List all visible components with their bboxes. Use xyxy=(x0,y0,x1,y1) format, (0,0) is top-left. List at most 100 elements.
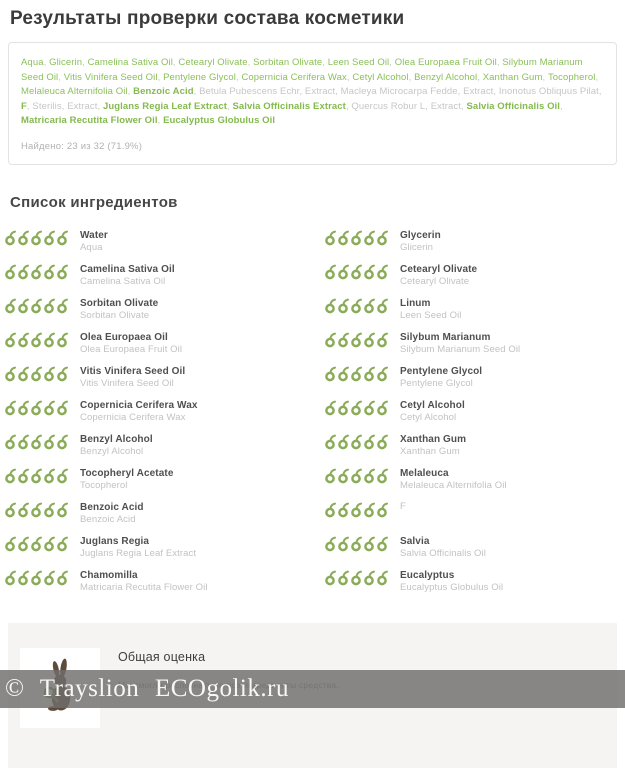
ingredient-name[interactable]: Xanthan Gum xyxy=(400,433,617,446)
olive-rating-icon xyxy=(337,400,350,416)
ingredient-latin-name: Aqua xyxy=(80,242,324,254)
ingredient-chip[interactable]: Juglans Regia Leaf Extract xyxy=(103,101,227,112)
ingredient-name[interactable]: Chamomilla xyxy=(80,569,324,582)
ingredient-chip[interactable]: Eucalyptus Globulus Oil xyxy=(163,115,275,126)
ingredient-chip[interactable]: Matricaria Recutita Flower Oil xyxy=(21,115,158,126)
ingredient-chip: Extract xyxy=(431,101,461,112)
olive-rating-icon xyxy=(350,332,363,348)
olive-rating-icon xyxy=(43,400,56,416)
olive-rating-icon xyxy=(337,434,350,450)
ingredient-row: Copernicia Cerifera WaxCopernicia Cerife… xyxy=(4,399,324,424)
rating-icons xyxy=(4,569,80,586)
ingredient-chip[interactable]: Leen Seed Oil xyxy=(328,57,390,68)
ingredient-texts: Olea Europaea OilOlea Europaea Fruit Oil xyxy=(80,331,324,356)
ingredient-chip[interactable]: Melaleuca Alternifolia Oil xyxy=(21,86,128,97)
ingredient-chip: Extract xyxy=(67,101,97,112)
olive-rating-icon xyxy=(376,332,389,348)
ingredient-chip[interactable]: Vitis Vinifera Seed Oil xyxy=(64,72,158,83)
ingredient-name[interactable]: Water xyxy=(80,229,324,242)
ingredient-texts: SalviaSalvia Officinalis Oil xyxy=(400,535,617,560)
ingredient-name[interactable]: Camelina Sativa Oil xyxy=(80,263,324,276)
ingredient-row: Pentylene GlycolPentylene Glycol xyxy=(324,365,617,390)
olive-rating-icon xyxy=(56,502,69,518)
ingredient-name[interactable]: Benzyl Alcohol xyxy=(80,433,324,446)
ingredient-texts: Tocopheryl AcetateTocopherol xyxy=(80,467,324,492)
olive-rating-icon xyxy=(363,366,376,382)
ingredient-latin-name: Juglans Regia Leaf Extract xyxy=(80,548,324,560)
ingredient-latin-name: Silybum Marianum Seed Oil xyxy=(400,344,617,356)
olive-rating-icon xyxy=(337,332,350,348)
ingredient-chip: Extract xyxy=(463,86,493,97)
ingredient-name[interactable]: Benzoic Acid xyxy=(80,501,324,514)
olive-rating-icon xyxy=(4,468,17,484)
ingredient-name[interactable]: Glycerin xyxy=(400,229,617,242)
ingredient-chip[interactable]: Benzoic Acid xyxy=(133,86,194,97)
olive-rating-icon xyxy=(56,400,69,416)
olive-rating-icon xyxy=(17,264,30,280)
ingredient-latin-name: Vitis Vinifera Seed Oil xyxy=(80,378,324,390)
ingredient-latin-name: Eucalyptus Globulus Oil xyxy=(400,582,617,594)
rating-icons xyxy=(324,433,400,450)
rating-icons xyxy=(324,501,400,518)
ingredient-name[interactable]: Cetyl Alcohol xyxy=(400,399,617,412)
ingredient-chip[interactable]: Xanthan Gum xyxy=(483,72,543,83)
ingredient-name[interactable]: Melaleuca xyxy=(400,467,617,480)
olive-rating-icon xyxy=(17,230,30,246)
ingredient-chip[interactable]: Olea Europaea Fruit Oil xyxy=(395,57,497,68)
ingredient-name[interactable]: Copernicia Cerifera Wax xyxy=(80,399,324,412)
ingredient-chip[interactable]: Aqua xyxy=(21,57,44,68)
rating-icons xyxy=(324,331,400,348)
ingredients-column-right: GlycerinGlicerinCetearyl OlivateCetearyl… xyxy=(324,229,617,603)
ingredient-name[interactable]: Sorbitan Olivate xyxy=(80,297,324,310)
ingredient-name[interactable]: Salvia xyxy=(400,535,617,548)
ingredient-chip[interactable]: Copernicia Cerifera Wax xyxy=(241,72,346,83)
rating-icons xyxy=(4,501,80,518)
ingredient-chip[interactable]: Benzyl Alcohol xyxy=(414,72,477,83)
olive-rating-icon xyxy=(4,366,17,382)
ingredient-chip[interactable]: Cetyl Alcohol xyxy=(352,72,408,83)
olive-rating-icon xyxy=(363,468,376,484)
ingredient-texts: EucalyptusEucalyptus Globulus Oil xyxy=(400,569,617,594)
ingredient-name[interactable]: Tocopheryl Acetate xyxy=(80,467,324,480)
ingredient-row: Olea Europaea OilOlea Europaea Fruit Oil xyxy=(4,331,324,356)
rating-icons xyxy=(4,535,80,552)
ingredient-chip: Betula Pubescens Echr xyxy=(199,86,299,97)
ingredient-texts: Silybum MarianumSilybum Marianum Seed Oi… xyxy=(400,331,617,356)
ingredient-chip[interactable]: Salvia Officinalis Oil xyxy=(467,101,561,112)
olive-rating-icon xyxy=(376,468,389,484)
ingredient-chip[interactable]: Tocopherol xyxy=(548,72,595,83)
ingredient-row: F xyxy=(324,501,617,526)
ingredient-chip[interactable]: Camelina Sativa Oil xyxy=(88,57,173,68)
ingredient-name[interactable]: Linum xyxy=(400,297,617,310)
ingredient-name[interactable]: Cetearyl Olivate xyxy=(400,263,617,276)
ingredient-name[interactable]: Silybum Marianum xyxy=(400,331,617,344)
ingredient-chip[interactable]: Glicerin xyxy=(49,57,82,68)
olive-rating-icon xyxy=(337,366,350,382)
olive-rating-icon xyxy=(4,570,17,586)
ingredient-chip[interactable]: Pentylene Glycol xyxy=(163,72,236,83)
ingredient-chip[interactable]: Sorbitan Olivate xyxy=(253,57,322,68)
ingredient-name[interactable]: Vitis Vinifera Seed Oil xyxy=(80,365,324,378)
rating-icons xyxy=(4,399,80,416)
olive-rating-icon xyxy=(350,502,363,518)
ingredient-latin-name: Xanthan Gum xyxy=(400,446,617,458)
ingredient-chip[interactable]: Salvia Officinalis Extract xyxy=(232,101,345,112)
rating-icons xyxy=(4,263,80,280)
ingredient-name[interactable]: Eucalyptus xyxy=(400,569,617,582)
olive-rating-icon xyxy=(56,332,69,348)
ingredient-latin-name: Cetearyl Olivate xyxy=(400,276,617,288)
ingredient-name[interactable]: Pentylene Glycol xyxy=(400,365,617,378)
ingredient-row: Juglans RegiaJuglans Regia Leaf Extract xyxy=(4,535,324,560)
ingredient-name[interactable]: Juglans Regia xyxy=(80,535,324,548)
ingredient-name[interactable]: Olea Europaea Oil xyxy=(80,331,324,344)
ingredient-row: EucalyptusEucalyptus Globulus Oil xyxy=(324,569,617,594)
olive-rating-icon xyxy=(17,400,30,416)
ingredient-row: SalviaSalvia Officinalis Oil xyxy=(324,535,617,560)
olive-rating-icon xyxy=(43,264,56,280)
ingredient-chip[interactable]: Cetearyl Olivate xyxy=(178,57,247,68)
olive-rating-icon xyxy=(4,332,17,348)
rating-icons xyxy=(4,365,80,382)
ingredients-heading: Список ингредиентов xyxy=(10,194,615,211)
ingredient-texts: Benzoic AcidBenzoic Acid xyxy=(80,501,324,526)
rating-icons xyxy=(324,263,400,280)
